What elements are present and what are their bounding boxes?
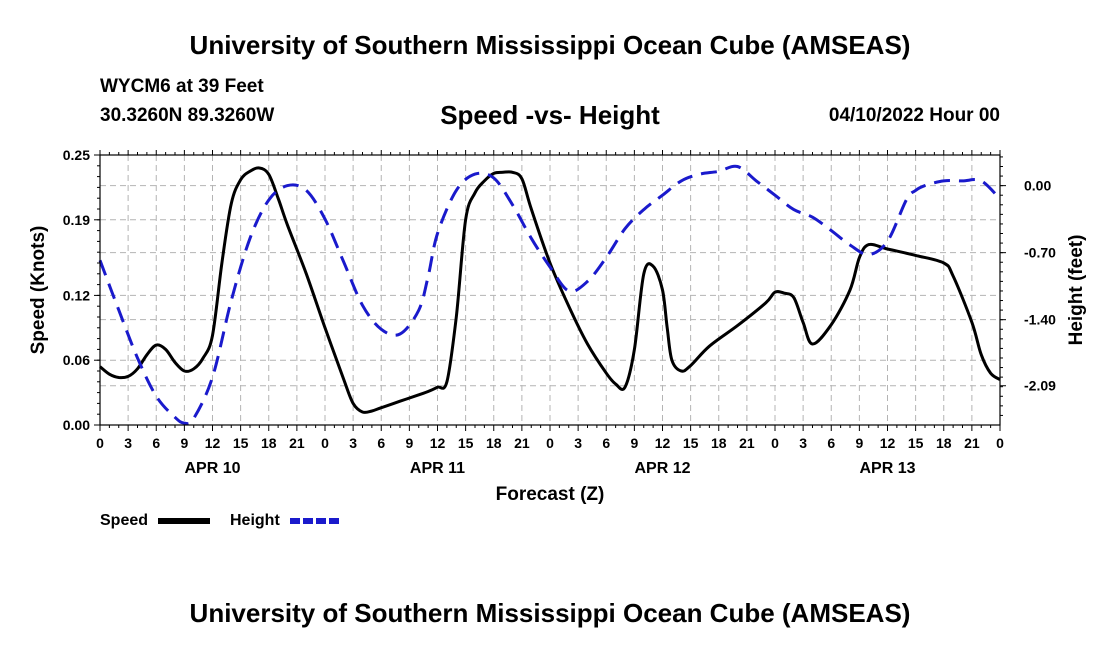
day-label: APR 12: [634, 460, 690, 477]
x-tick-label: 15: [233, 435, 249, 451]
y-axis-title: Speed (Knots): [28, 226, 49, 355]
series-line-height: [98, 164, 1002, 426]
x-tick-label: 9: [405, 435, 413, 451]
forecast-datetime: 04/10/2022 Hour 00: [828, 105, 1000, 126]
y2-tick-label: -1.40: [1024, 312, 1056, 328]
x-tick-label: 12: [430, 435, 446, 451]
series-line-speed: [99, 166, 1001, 414]
station-label: WYCM6 at 39 Feet: [100, 76, 264, 97]
series-layer: [98, 164, 1002, 426]
x-tick-label: 3: [124, 435, 132, 451]
y-tick-label: 0.12: [63, 287, 90, 303]
x-tick-label: 3: [574, 435, 582, 451]
y-tick-label: 0.19: [63, 212, 90, 228]
grid-lines: [100, 155, 1000, 425]
chart-title: University of Southern Mississippi Ocean…: [189, 30, 911, 60]
y-tick-label: 0.00: [63, 417, 90, 433]
y2-axis-title: Height (feet): [1066, 235, 1087, 346]
x-tick-label: 12: [655, 435, 671, 451]
day-label: APR 11: [410, 460, 465, 477]
x-tick-label: 21: [964, 435, 980, 451]
x-tick-label: 6: [152, 435, 160, 451]
x-tick-label: 15: [683, 435, 699, 451]
x-tick-label: 18: [936, 435, 952, 451]
x-tick-label: 9: [180, 435, 188, 451]
y2-tick-label: 0.00: [1024, 178, 1051, 194]
x-tick-label: 18: [261, 435, 277, 451]
coordinates-label: 30.3260N 89.3260W: [100, 105, 275, 126]
x-tick-label: 0: [771, 435, 779, 451]
axis-ticks: [94, 150, 1006, 431]
x-tick-label: 9: [630, 435, 638, 451]
x-tick-label: 12: [205, 435, 221, 451]
x-tick-label: 3: [799, 435, 807, 451]
x-tick-label: 6: [827, 435, 835, 451]
axis-labels: 0 3 6 9 12 15 18 21 0 3 6 9 12 15 18 21 0 3 6 9 12 15 18 21 0 3 6 9…: [28, 147, 1087, 505]
x-tick-label: 21: [514, 435, 530, 451]
x-tick-label: 18: [486, 435, 502, 451]
x-tick-label: 0: [546, 435, 554, 451]
x-tick-label: 18: [711, 435, 727, 451]
x-tick-label: 0: [96, 435, 104, 451]
day-label: APR 10: [184, 460, 240, 477]
x-tick-label: 9: [855, 435, 863, 451]
legend-label-speed: Speed: [100, 512, 148, 529]
x-tick-label: 3: [349, 435, 357, 451]
x-tick-label: 6: [377, 435, 385, 451]
x-tick-label: 21: [739, 435, 755, 451]
legend-label-height: Height: [230, 512, 280, 529]
x-axis-title: Forecast (Z): [496, 484, 605, 505]
y2-tick-label: -2.09: [1024, 378, 1056, 394]
footer-title: University of Southern Mississippi Ocean…: [189, 598, 911, 628]
x-tick-label: 0: [321, 435, 329, 451]
chart-subtitle: Speed -vs- Height: [440, 100, 660, 130]
y2-tick-label: -0.70: [1024, 245, 1056, 261]
y-tick-label: 0.06: [63, 352, 90, 368]
x-tick-label: 15: [458, 435, 474, 451]
x-tick-label: 21: [289, 435, 305, 451]
x-tick-label: 12: [880, 435, 896, 451]
x-tick-label: 15: [908, 435, 924, 451]
x-tick-label: 0: [996, 435, 1004, 451]
x-tick-label: 6: [602, 435, 610, 451]
legend: Speed Height: [100, 512, 342, 529]
day-label: APR 13: [859, 460, 915, 477]
y-tick-label: 0.25: [63, 147, 90, 163]
